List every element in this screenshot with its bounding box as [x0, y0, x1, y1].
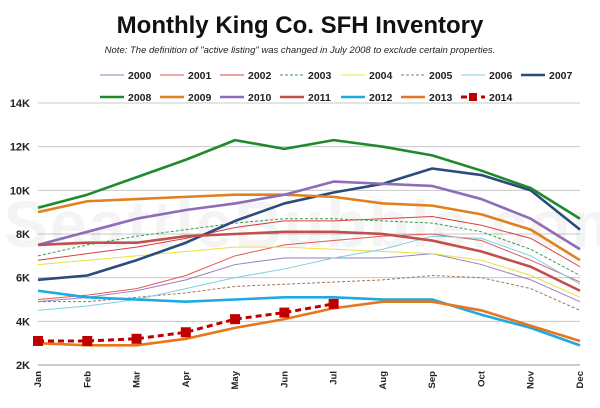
data-point-2014: [279, 307, 290, 318]
legend-item-2005: 2005: [401, 70, 453, 82]
x-axis: Jan Feb Mar Apr May Jun Jul Aug Sep Oct Nov Dec: [33, 370, 586, 389]
series-line-2004: [37, 246, 581, 298]
legend-label: 2011: [308, 92, 331, 104]
series-line-2010: [37, 180, 581, 251]
data-point-2014: [328, 298, 339, 309]
x-tick-label: Jan: [33, 371, 44, 388]
legend-item-2011: 2011: [280, 92, 331, 104]
legend: 2000 2001 2002 2003 2004 2005 2006 2007 2008 2009…: [100, 70, 573, 104]
legend-item-2002: 2002: [220, 70, 272, 82]
y-tick-label: 10K: [10, 185, 30, 197]
gridlines: [38, 102, 580, 366]
x-tick-label: Mar: [132, 371, 143, 388]
legend-label: 2006: [489, 70, 513, 82]
legend-item-2003: 2003: [280, 70, 332, 82]
chart-note: Note: The definition of "active listing"…: [105, 45, 496, 56]
y-axis: 2K 4K 6K 8K 10K 12K 14K: [10, 98, 30, 372]
x-tick-label: Jun: [279, 371, 290, 388]
legend-item-2013: 2013: [401, 92, 453, 104]
x-tick-label: Dec: [575, 371, 586, 388]
legend-marker: [469, 93, 477, 101]
legend-label: 2005: [429, 70, 453, 82]
legend-label: 2008: [128, 92, 152, 104]
data-point-2014: [131, 333, 142, 344]
x-tick-label: Apr: [181, 371, 192, 388]
series-line-2000: [37, 253, 581, 303]
series-line-2012: [37, 289, 581, 347]
legend-label: 2004: [369, 70, 393, 82]
y-tick-label: 12K: [10, 142, 30, 154]
x-tick-label: Aug: [378, 371, 389, 390]
series-lines: [33, 138, 581, 347]
y-tick-label: 8K: [16, 229, 30, 241]
legend-item-2007: 2007: [521, 70, 573, 82]
series-line-2011: [37, 230, 581, 292]
legend-item-2014: 2014: [461, 92, 513, 104]
x-tick-label: Feb: [82, 371, 93, 388]
series-line-2007: [37, 167, 581, 282]
legend-label: 2003: [308, 70, 332, 82]
legend-item-2012: 2012: [341, 92, 393, 104]
series-line-2009: [37, 193, 581, 262]
y-tick-label: 2K: [16, 360, 30, 372]
legend-item-2000: 2000: [100, 70, 152, 82]
legend-label: 2009: [188, 92, 212, 104]
legend-label: 2001: [188, 70, 212, 82]
series-line-2002: [37, 216, 581, 268]
series-line-2008: [37, 138, 581, 220]
series-line-2001: [37, 233, 581, 300]
legend-label: 2007: [549, 70, 573, 82]
series-line-2003: [37, 218, 581, 276]
x-tick-label: Sep: [427, 371, 438, 389]
data-point-2014: [33, 335, 43, 346]
data-point-2014: [230, 314, 241, 325]
legend-item-2004: 2004: [341, 70, 393, 82]
x-tick-label: Oct: [476, 370, 487, 387]
legend-item-2006: 2006: [461, 70, 513, 82]
x-tick-label: May: [230, 370, 241, 389]
chart-title: Monthly King Co. SFH Inventory: [117, 12, 484, 39]
legend-label: 2002: [248, 70, 272, 82]
series-line-2006: [37, 235, 581, 311]
y-tick-label: 14K: [10, 98, 30, 110]
y-tick-label: 4K: [16, 316, 30, 328]
legend-item-2009: 2009: [160, 92, 212, 104]
x-tick-label: Jul: [329, 371, 340, 385]
data-point-2014: [180, 327, 191, 338]
x-tick-label: Nov: [526, 370, 537, 389]
legend-label: 2010: [248, 92, 272, 104]
legend-label: 2013: [429, 92, 453, 104]
legend-label: 2012: [369, 92, 393, 104]
legend-item-2001: 2001: [160, 70, 212, 82]
data-point-2014: [82, 335, 93, 346]
y-tick-label: 6K: [16, 273, 30, 285]
series-line-2013: [37, 300, 581, 347]
legend-item-2008: 2008: [100, 92, 152, 104]
legend-item-2010: 2010: [220, 92, 272, 104]
legend-label: 2000: [128, 70, 152, 82]
legend-label: 2014: [489, 92, 513, 104]
